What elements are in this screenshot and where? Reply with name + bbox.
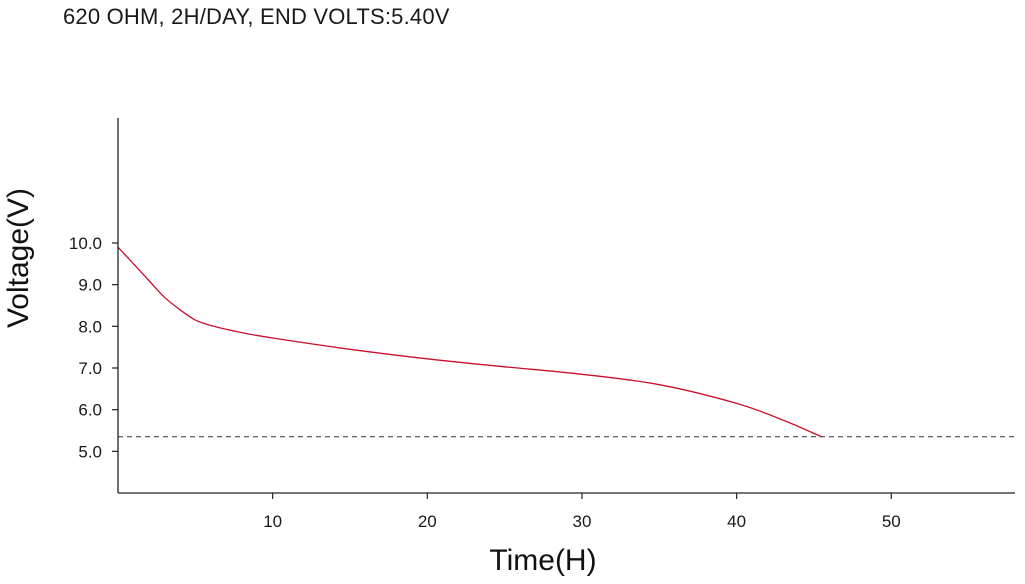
y-tick-label: 7.0 xyxy=(78,359,102,378)
x-tick-label: 40 xyxy=(727,512,746,531)
discharge-curve-line xyxy=(117,246,822,438)
y-tick-label: 5.0 xyxy=(78,442,102,461)
x-axis-title: Time(H) xyxy=(489,544,596,577)
y-tick-label: 6.0 xyxy=(78,401,102,420)
x-tick-label: 30 xyxy=(573,512,592,531)
chart-title: 620 OHM, 2H/DAY, END VOLTS:5.40V xyxy=(63,4,450,29)
y-tick-label: 8.0 xyxy=(78,317,102,336)
y-axis-title: Voltage(V) xyxy=(2,188,35,328)
x-tick-label: 10 xyxy=(263,512,282,531)
y-tick-label: 9.0 xyxy=(78,276,102,295)
y-tick-label: 10.0 xyxy=(69,234,102,253)
x-tick-label: 20 xyxy=(418,512,437,531)
x-tick-label: 50 xyxy=(882,512,901,531)
